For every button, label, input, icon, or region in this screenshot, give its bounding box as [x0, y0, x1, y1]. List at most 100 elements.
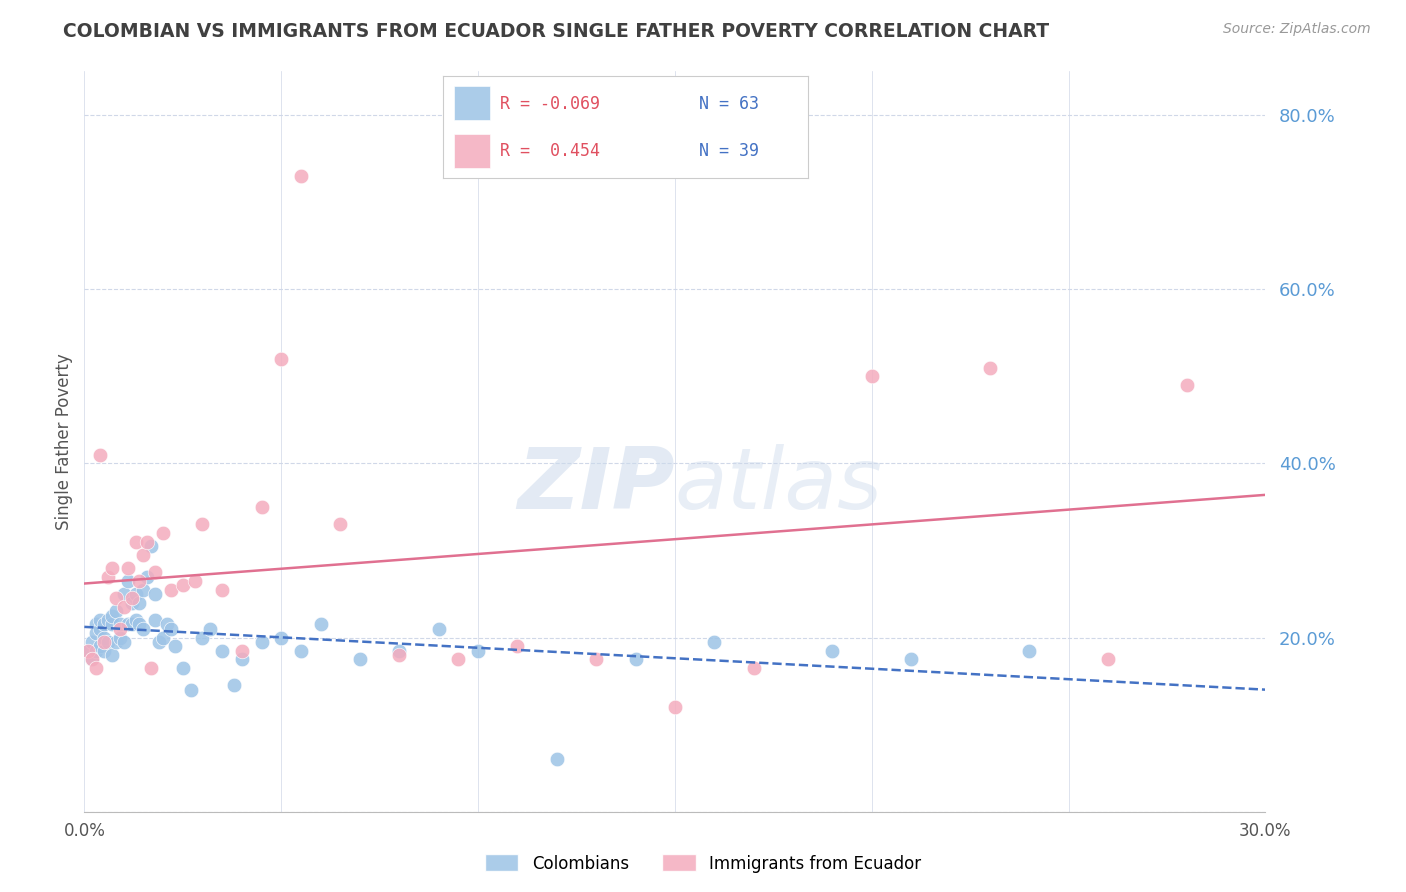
- Legend: Colombians, Immigrants from Ecuador: Colombians, Immigrants from Ecuador: [478, 847, 928, 880]
- Point: [128, 574, 150, 588]
- Point: [156, 617, 179, 632]
- Text: R = -0.069: R = -0.069: [499, 95, 599, 112]
- Point: [84, 643, 107, 657]
- Point: [89, 448, 111, 462]
- Point: [152, 631, 174, 645]
- Point: [84, 617, 107, 632]
- Point: [148, 635, 170, 649]
- Point: [121, 591, 143, 606]
- Text: ZIP: ZIP: [517, 444, 675, 527]
- Point: [231, 643, 253, 657]
- Point: [211, 582, 233, 597]
- Point: [89, 613, 111, 627]
- Text: N = 39: N = 39: [699, 142, 759, 161]
- Point: [124, 534, 146, 549]
- Point: [108, 622, 131, 636]
- Point: [128, 617, 150, 632]
- Point: [270, 631, 292, 645]
- Point: [180, 682, 202, 697]
- Point: [546, 752, 568, 766]
- Point: [1175, 378, 1198, 392]
- Point: [132, 622, 155, 636]
- Point: [84, 626, 107, 640]
- Point: [172, 578, 194, 592]
- Point: [1097, 652, 1119, 666]
- Point: [742, 661, 765, 675]
- Point: [388, 643, 411, 657]
- Point: [821, 643, 844, 657]
- Point: [97, 569, 120, 583]
- Point: [77, 643, 100, 657]
- Point: [290, 169, 312, 183]
- Text: N = 63: N = 63: [699, 95, 759, 112]
- Point: [1018, 643, 1040, 657]
- Point: [427, 622, 450, 636]
- Point: [82, 635, 104, 649]
- Point: [121, 596, 143, 610]
- Point: [132, 548, 155, 562]
- Point: [108, 617, 131, 632]
- Point: [250, 635, 273, 649]
- Point: [860, 369, 883, 384]
- Point: [108, 631, 131, 645]
- Point: [143, 565, 166, 579]
- Point: [112, 587, 135, 601]
- Point: [128, 596, 150, 610]
- Text: Source: ZipAtlas.com: Source: ZipAtlas.com: [1223, 22, 1371, 37]
- Point: [200, 622, 222, 636]
- Point: [89, 622, 111, 636]
- Point: [143, 613, 166, 627]
- Point: [93, 631, 115, 645]
- Point: [104, 604, 127, 618]
- Point: [112, 600, 135, 615]
- Point: [585, 652, 607, 666]
- Point: [121, 617, 143, 632]
- Point: [136, 534, 159, 549]
- Point: [152, 526, 174, 541]
- Point: [97, 613, 120, 627]
- Point: [136, 569, 159, 583]
- Point: [447, 652, 470, 666]
- Point: [77, 643, 100, 657]
- Point: [124, 613, 146, 627]
- Point: [84, 661, 107, 675]
- Point: [124, 587, 146, 601]
- Text: atlas: atlas: [675, 444, 883, 527]
- Text: R =  0.454: R = 0.454: [499, 142, 599, 161]
- Point: [82, 652, 104, 666]
- Point: [93, 635, 115, 649]
- Point: [250, 500, 273, 514]
- Point: [104, 635, 127, 649]
- Point: [900, 652, 922, 666]
- Point: [211, 643, 233, 657]
- Point: [141, 661, 163, 675]
- Point: [82, 652, 104, 666]
- Point: [506, 639, 529, 653]
- Point: [467, 643, 489, 657]
- Point: [117, 617, 139, 632]
- Point: [191, 517, 214, 532]
- Point: [132, 582, 155, 597]
- Point: [624, 652, 647, 666]
- Point: [703, 635, 725, 649]
- Point: [309, 617, 332, 632]
- Point: [172, 661, 194, 675]
- Bar: [454, 87, 491, 120]
- Point: [101, 561, 124, 575]
- Bar: [454, 135, 491, 168]
- Point: [231, 652, 253, 666]
- Point: [101, 608, 124, 623]
- Point: [101, 648, 124, 662]
- Point: [191, 631, 214, 645]
- Point: [93, 643, 115, 657]
- Text: COLOMBIAN VS IMMIGRANTS FROM ECUADOR SINGLE FATHER POVERTY CORRELATION CHART: COLOMBIAN VS IMMIGRANTS FROM ECUADOR SIN…: [63, 22, 1049, 41]
- Point: [222, 678, 245, 692]
- Point: [160, 582, 183, 597]
- Point: [143, 587, 166, 601]
- Point: [183, 574, 205, 588]
- Point: [160, 622, 183, 636]
- Point: [141, 539, 163, 553]
- Point: [89, 639, 111, 653]
- Point: [104, 591, 127, 606]
- Point: [101, 617, 124, 632]
